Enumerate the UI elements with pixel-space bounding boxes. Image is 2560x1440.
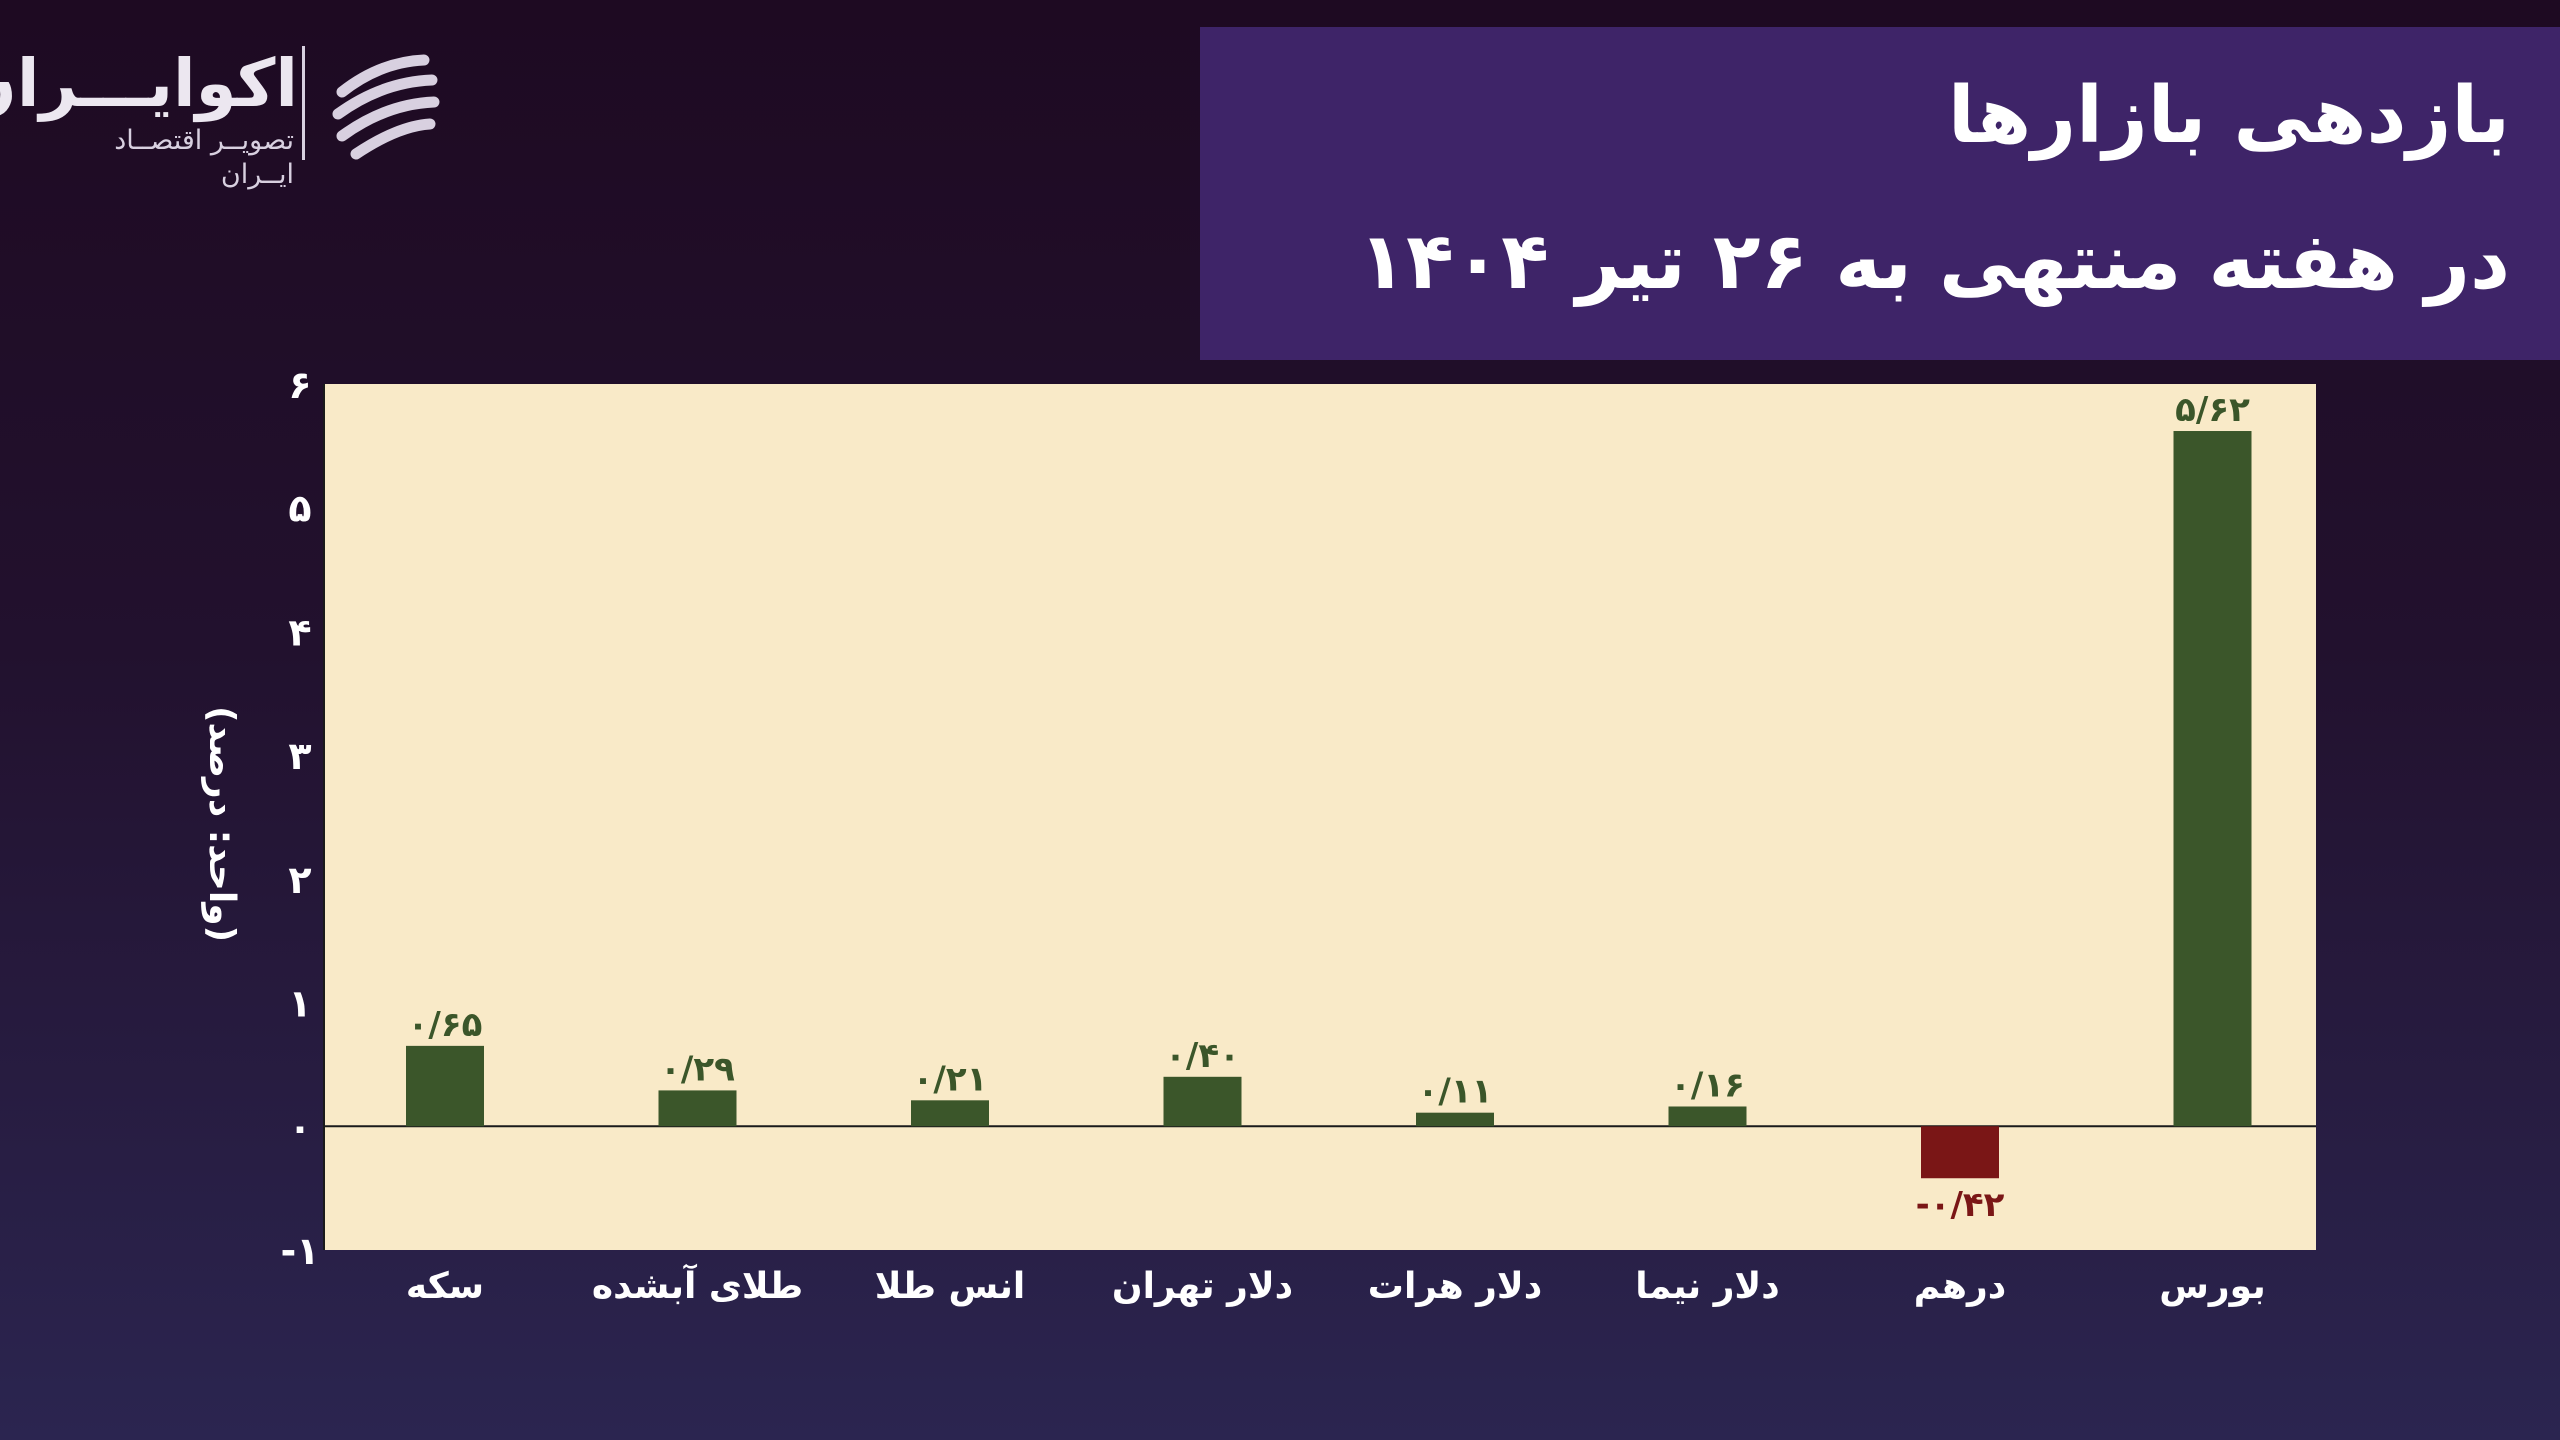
y-tick-label: ۴ [288,610,311,654]
value-labels: ۰/۶۵ ۰/۲۹ ۰/۲۱ ۰/۴۰ ۰/۱۱ ۰/۱۶ -۰/۴۲ ۵/۶۲ [408,390,2250,1225]
bar [1668,1106,1747,1127]
bar [1416,1112,1494,1127]
y-tick-label: -۱ [281,1229,320,1273]
data-label: ۰/۱۶ [1670,1065,1745,1105]
logo-divider [302,46,305,160]
data-label: -۰/۴۲ [1916,1185,2005,1225]
bar [911,1100,989,1127]
y-tick-label: ۰ [288,1105,311,1149]
y-tick-label: ۱ [288,982,311,1026]
bars [406,431,2252,1179]
x-tick-label: درهم [1914,1266,2006,1307]
title-box: بازدهی بازارها در هفته منتهی به ۲۶ تیر ۱… [1200,27,2560,360]
page-title: بازدهی بازارها [1947,71,2510,161]
y-tick-label: ۵ [288,487,311,531]
logo-mark-icon [332,54,440,160]
data-label: ۰/۲۱ [913,1059,988,1099]
data-label: ۰/۶۵ [408,1005,483,1045]
y-axis-title: (واحد: درصد) [201,706,242,942]
y-tick-labels: -۱ ۰ ۱ ۲ ۳ ۴ ۵ ۶ [281,363,320,1273]
y-tick-label: ۶ [288,363,311,407]
y-tick-label: ۲ [288,858,311,902]
logo: اکوایـــران تصویــر اقتصــاد ایــران [0,40,458,190]
data-label: ۰/۲۹ [660,1049,735,1089]
data-label: ۰/۱۱ [1418,1072,1493,1112]
bar [2173,431,2252,1127]
x-tick-label: بورس [2159,1266,2266,1307]
x-tick-label: انس طلا [875,1266,1026,1307]
data-label: ۰/۴۰ [1165,1036,1240,1076]
bar [1921,1126,1999,1179]
x-tick-label: سکه [406,1266,484,1307]
x-tick-label: دلار نیما [1635,1266,1779,1307]
x-tick-labels: سکه طلای آبشده انس طلا دلار تهران دلار هرات د… [406,1263,2266,1307]
plot-area [324,384,2316,1250]
bar [658,1090,737,1127]
bar [1163,1076,1242,1127]
x-tick-label: دلار تهران [1112,1266,1293,1307]
data-label: ۵/۶۲ [2175,390,2250,430]
bar [406,1045,484,1127]
y-tick-label: ۳ [288,734,311,778]
x-tick-label: دلار هرات [1368,1266,1542,1307]
logo-tagline: تصویــر اقتصــاد ایــران [114,125,294,190]
logo-name: اکوایـــران [0,45,298,122]
x-tick-label: طلای آبشده [592,1263,803,1307]
page-subtitle: در هفته منتهی به ۲۶ تیر ۱۴۰۴ [1358,217,2510,307]
